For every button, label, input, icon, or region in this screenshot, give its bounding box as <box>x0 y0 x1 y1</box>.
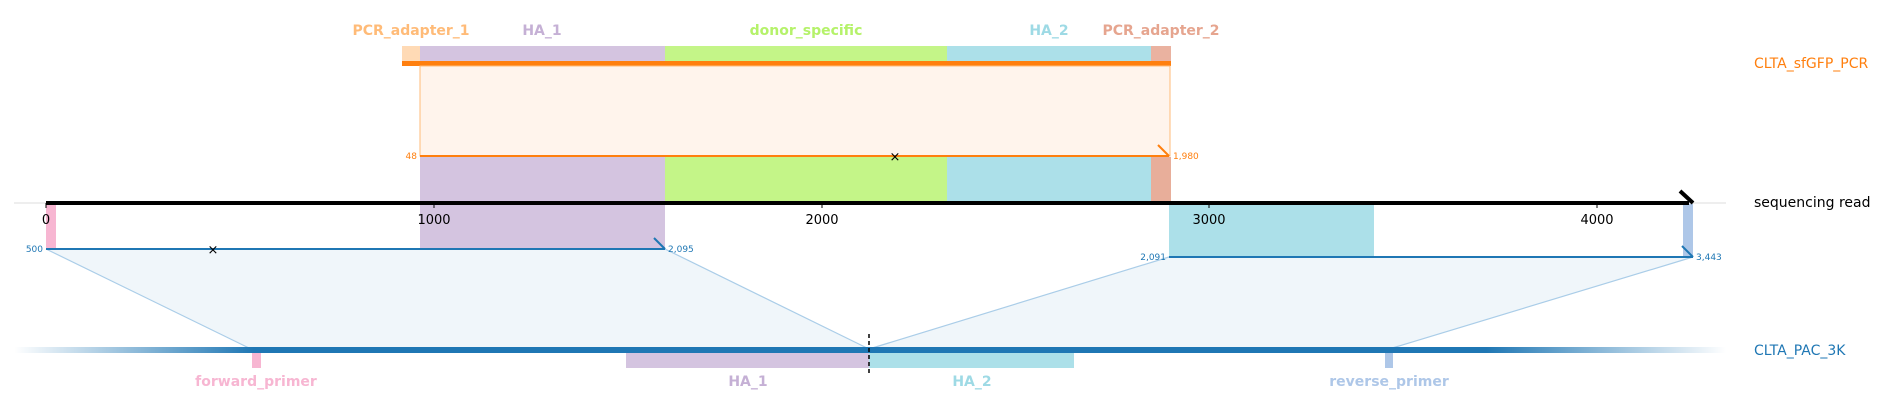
plasmid-label-reverse-primer: reverse_primer <box>1329 374 1449 390</box>
pcr-alignment-region <box>419 65 1171 157</box>
read-feature-columns-upper <box>420 157 1171 202</box>
read-column-ha-2-upper <box>947 157 1151 202</box>
pcr-feature-bar-ha-2 <box>947 46 1151 62</box>
plasmid-label-ha-1: HA_1 <box>728 374 767 390</box>
plasmid-feature-bar-ha-1 <box>626 353 869 368</box>
plasmid-feature-bar-forward-primer <box>252 353 261 368</box>
plasmid-alignment-1-region <box>46 249 869 349</box>
read-feature-columns-lower <box>46 204 1693 256</box>
plasmid-label-ha-2: HA_2 <box>952 374 991 390</box>
plasmid-alignment-1-end-tick <box>653 237 666 250</box>
plasmid-alignment-2-right-connector <box>1388 256 1694 350</box>
plasmid-alignment-2-region <box>869 257 1693 349</box>
plasmid-track-label: CLTA_PAC_3K <box>1754 343 1846 359</box>
plasmid-alignment-1-cut-mark: × <box>208 243 219 258</box>
tick-label-3000: 3000 <box>1192 213 1225 228</box>
read-column-reverse-primer <box>1683 204 1693 256</box>
plasmid-alignment-2-end-label: 3,443 <box>1696 253 1722 263</box>
pcr-feature-bar-adapter-1 <box>402 46 420 62</box>
plasmid-label-forward-primer: forward_primer <box>195 374 317 390</box>
read-column-ha-1-upper <box>420 157 665 202</box>
plasmid-alignment-1-left-connector <box>45 248 252 350</box>
read-column-ha-1-lower <box>420 204 665 249</box>
pcr-feature-bar-donor-specific <box>665 46 947 62</box>
plasmid-feature-bar-ha-2 <box>869 353 1074 368</box>
read-column-donor-specific <box>665 157 947 202</box>
pcr-feature-labels: PCR_adapter_1 HA_1 donor_specific HA_2 P… <box>352 23 1219 39</box>
pcr-feature-bar-adapter-2 <box>1151 46 1171 62</box>
read-column-forward-primer <box>46 204 56 249</box>
pcr-product-line <box>402 61 1171 66</box>
plasmid-alignment-2-start-label: 2,091 <box>1140 253 1166 263</box>
pcr-label-adapter-1: PCR_adapter_1 <box>352 23 469 39</box>
pcr-feature-bar-ha-1 <box>420 46 665 62</box>
pcr-alignment-cut-mark: × <box>890 150 901 165</box>
plasmid-alignment-1-right-connector <box>664 248 870 350</box>
pcr-feature-bars <box>402 46 1171 62</box>
plasmid-alignment-2-end-tick <box>1681 245 1694 258</box>
read-track-label: sequencing read <box>1754 195 1870 211</box>
pcr-alignment-end-tick <box>1157 144 1170 157</box>
plasmid-feature-bar-reverse-primer <box>1385 353 1393 368</box>
plasmid-line <box>14 347 1726 353</box>
tick-label-0: 0 <box>42 213 50 228</box>
tick-label-1000: 1000 <box>417 213 450 228</box>
read-axis-end-hook <box>1678 189 1695 205</box>
pcr-alignment-start-label: 48 <box>406 152 418 162</box>
plasmid-alignment-1-start-label: 500 <box>26 245 43 255</box>
read-axis-ticks: 0 1000 2000 3000 4000 <box>42 203 1614 228</box>
plasmid-feature-bars <box>252 353 1393 368</box>
pcr-alignment-end-label: 1,980 <box>1173 152 1199 162</box>
plasmid-alignment-1-end-label: 2,095 <box>668 245 694 255</box>
read-column-adapter-2 <box>1151 157 1171 202</box>
tick-label-4000: 4000 <box>1580 213 1613 228</box>
tick-label-2000: 2000 <box>805 213 838 228</box>
pcr-label-donor-specific: donor_specific <box>750 23 863 39</box>
pcr-track-label: CLTA_sfGFP_PCR <box>1754 56 1868 72</box>
plasmid-feature-labels: forward_primer HA_1 HA_2 reverse_primer <box>195 374 1449 390</box>
plasmid-alignment-2-left-connector <box>868 256 1170 350</box>
pcr-label-adapter-2: PCR_adapter_2 <box>1102 23 1219 39</box>
pcr-label-ha-1: HA_1 <box>522 23 561 39</box>
pcr-label-ha-2: HA_2 <box>1029 23 1068 39</box>
read-column-ha-2-lower <box>1169 204 1374 256</box>
